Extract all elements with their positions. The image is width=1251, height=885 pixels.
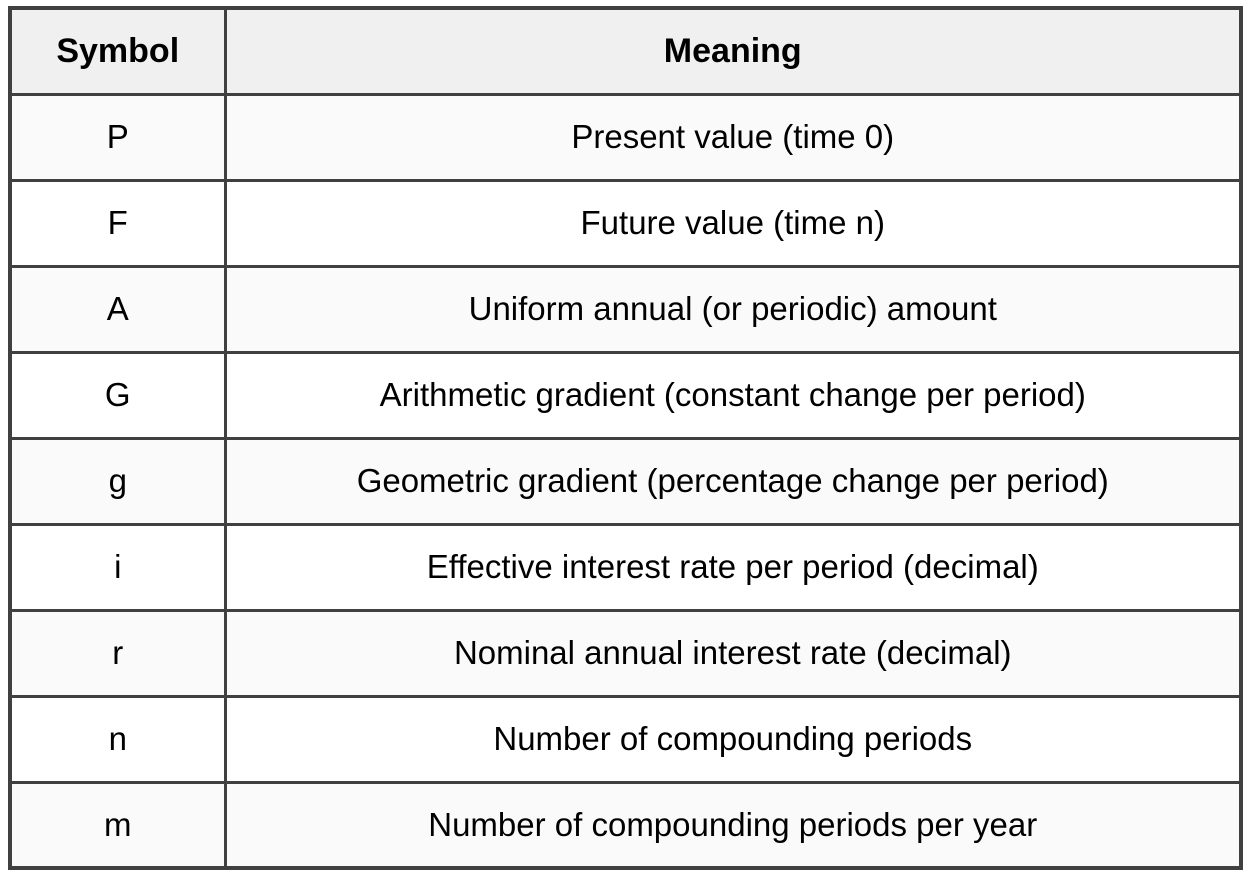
symbol-cell: n [8, 694, 227, 784]
meaning-cell: Number of compounding periods [223, 694, 1243, 784]
symbol-cell: i [8, 522, 227, 612]
column-header-meaning: Meaning [223, 6, 1243, 96]
table-row: m Number of compounding periods per year [8, 780, 1243, 870]
table-row: G Arithmetic gradient (constant change pe… [8, 350, 1243, 440]
symbol-cell: P [8, 92, 227, 182]
symbol-cell: m [8, 780, 227, 870]
table-row: n Number of compounding periods [8, 694, 1243, 784]
meaning-cell: Arithmetic gradient (constant change per… [223, 350, 1243, 440]
table-row: i Effective interest rate per period (dec… [8, 522, 1243, 612]
symbol-cell: g [8, 436, 227, 526]
table-row: P Present value (time 0) [8, 92, 1243, 182]
symbol-cell: G [8, 350, 227, 440]
meaning-cell: Present value (time 0) [223, 92, 1243, 182]
symbol-cell: A [8, 264, 227, 354]
table-row: F Future value (time n) [8, 178, 1243, 268]
table-row: A Uniform annual (or periodic) amount [8, 264, 1243, 354]
meaning-cell: Nominal annual interest rate (decimal) [223, 608, 1243, 698]
table-row: g Geometric gradient (percentage change p… [8, 436, 1243, 526]
symbol-cell: F [8, 178, 227, 268]
meaning-cell: Geometric gradient (percentage change pe… [223, 436, 1243, 526]
symbol-meaning-table: Symbol Meaning P Present value (time 0) F F… [8, 6, 1243, 870]
meaning-cell: Future value (time n) [223, 178, 1243, 268]
meaning-cell: Effective interest rate per period (deci… [223, 522, 1243, 612]
column-header-symbol: Symbol [8, 6, 227, 96]
symbol-cell: r [8, 608, 227, 698]
header-row: Symbol Meaning [8, 6, 1243, 96]
table-row: r Nominal annual interest rate (decimal) [8, 608, 1243, 698]
symbol-reference-table-container: Symbol Meaning P Present value (time 0) F F… [8, 6, 1243, 870]
meaning-cell: Uniform annual (or periodic) amount [223, 264, 1243, 354]
meaning-cell: Number of compounding periods per year [223, 780, 1243, 870]
